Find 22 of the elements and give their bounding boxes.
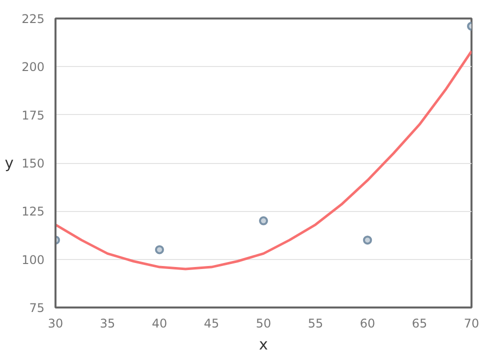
x-tick-label: 45 xyxy=(204,316,220,330)
point xyxy=(259,216,268,226)
x-axis-title: x xyxy=(259,336,268,354)
x-tick-label: 40 xyxy=(152,316,168,330)
x-tick-label: 30 xyxy=(48,316,64,330)
y-tick-label: 75 xyxy=(29,301,45,315)
y-tick-label: 150 xyxy=(22,156,44,170)
y-tick-label: 125 xyxy=(22,204,44,219)
x-tick-label: 35 xyxy=(100,316,116,330)
x-tick-label: 55 xyxy=(308,316,324,330)
point xyxy=(155,245,164,254)
point xyxy=(363,236,372,245)
x-tick-label: 50 xyxy=(256,316,272,330)
line-series xyxy=(56,50,472,270)
y-axis-title: y xyxy=(4,154,14,172)
x-tick-label: 70 xyxy=(464,316,480,330)
y-tick-label: 100 xyxy=(22,252,44,267)
y-tick-label: 175 xyxy=(22,108,44,122)
y-tick-label: 225 xyxy=(22,12,44,26)
x-tick-label: 65 xyxy=(412,316,428,330)
x-tick-label: 60 xyxy=(360,316,376,330)
y-tick-label: 200 xyxy=(22,60,44,74)
